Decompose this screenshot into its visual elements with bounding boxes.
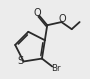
- Text: O: O: [58, 14, 66, 24]
- Text: O: O: [34, 8, 41, 18]
- Text: S: S: [17, 56, 23, 66]
- Text: Br: Br: [51, 64, 60, 73]
